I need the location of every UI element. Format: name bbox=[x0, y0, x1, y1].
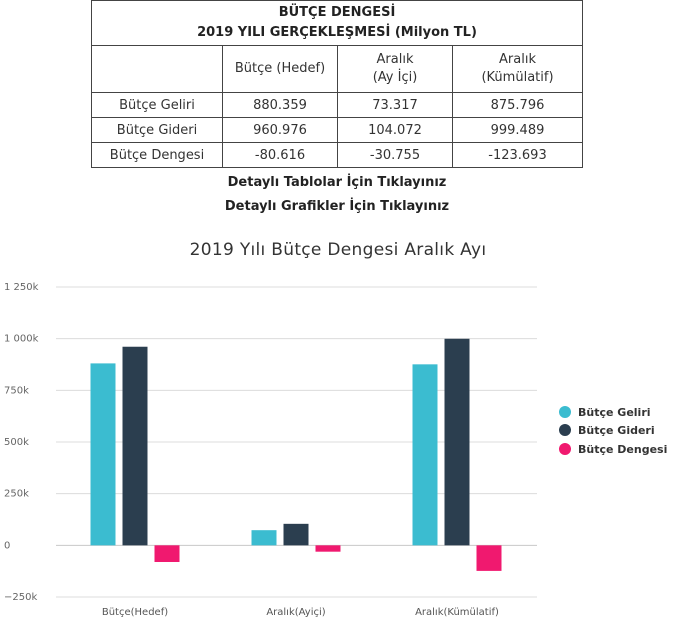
table-cell: 73.317 bbox=[337, 92, 453, 118]
bar-bütçe-dengesi[interactable] bbox=[476, 545, 502, 571]
header-subtext: (Kümülatif) bbox=[481, 70, 554, 85]
bar-bütçe-geliri[interactable] bbox=[412, 364, 438, 546]
chart-title: 2019 Yılı Bütçe Dengesi Aralık Ayı bbox=[189, 240, 487, 260]
header-empty-cell bbox=[91, 45, 223, 93]
bar-bütçe-dengesi[interactable] bbox=[315, 545, 341, 552]
detailed-tables-link[interactable]: Detaylı Tablolar İçin Tıklayınız bbox=[227, 175, 447, 190]
legend[interactable]: Bütçe Geliri Bütçe Gideri Bütçe Dengesi bbox=[559, 406, 667, 456]
table-cell: -80.616 bbox=[222, 142, 338, 168]
budget-table: BÜTÇE DENGESİ 2019 YILI GERÇEKLEŞMESİ (M… bbox=[91, 0, 583, 168]
table-title: BÜTÇE DENGESİ 2019 YILI GERÇEKLEŞMESİ (M… bbox=[91, 0, 583, 46]
legend-marker bbox=[559, 443, 571, 455]
row-label: Bütçe Gideri bbox=[91, 117, 223, 143]
header-text: Bütçe (Hedef) bbox=[234, 61, 326, 76]
bar-bütçe-dengesi[interactable] bbox=[154, 545, 180, 562]
bar-bütçe-geliri[interactable] bbox=[90, 363, 116, 546]
legend-label[interactable]: Bütçe Gideri bbox=[578, 424, 655, 437]
table-cell: -30.755 bbox=[337, 142, 453, 168]
header-cell-ayici: Aralık (Ay İçi) bbox=[337, 45, 453, 93]
row-label: Bütçe Geliri bbox=[91, 92, 223, 118]
table-header-row: Bütçe (Hedef) Aralık (Ay İçi) Aralık (Kü… bbox=[91, 45, 583, 93]
header-text: Aralık bbox=[499, 52, 536, 67]
legend-marker bbox=[559, 406, 571, 418]
bar-bütçe-gideri[interactable] bbox=[444, 338, 470, 546]
y-tick-label: 1 250k bbox=[4, 282, 39, 293]
table-row: Bütçe Dengesi -80.616 -30.755 -123.693 bbox=[91, 142, 583, 168]
x-category-label: Bütçe(Hedef) bbox=[102, 607, 168, 618]
y-tick-label: 750k bbox=[4, 385, 29, 396]
row-label: Bütçe Dengesi bbox=[91, 142, 223, 168]
table-title-line1: BÜTÇE DENGESİ bbox=[278, 5, 396, 20]
bar-bütçe-gideri[interactable] bbox=[283, 523, 309, 546]
legend-label[interactable]: Bütçe Geliri bbox=[578, 406, 651, 419]
y-tick-label: 1 000k bbox=[4, 334, 39, 345]
table-row: Bütçe Geliri 880.359 73.317 875.796 bbox=[91, 92, 583, 118]
y-tick-label: −250k bbox=[4, 592, 37, 603]
category-labels: Bütçe(Hedef) Aralık(Ayiçi) Aralık(Kümülati… bbox=[102, 607, 499, 618]
detailed-graphs-link[interactable]: Detaylı Grafikler İçin Tıklayınız bbox=[224, 199, 450, 214]
header-text: Aralık bbox=[376, 52, 414, 67]
y-tick-label: 500k bbox=[4, 437, 29, 448]
legend-marker bbox=[559, 424, 571, 436]
bar-bütçe-geliri[interactable] bbox=[251, 530, 277, 546]
y-tick-label: 0 bbox=[4, 540, 10, 551]
bars bbox=[90, 338, 502, 571]
table-title-line2: 2019 YILI GERÇEKLEŞMESİ (Milyon TL) bbox=[197, 25, 477, 40]
x-category-label: Aralık(Ayiçi) bbox=[266, 607, 325, 618]
x-category-label: Aralık(Kümülatif) bbox=[415, 607, 499, 618]
table-cell: 999.489 bbox=[452, 117, 583, 143]
y-tick-label: 250k bbox=[4, 489, 29, 500]
bar-bütçe-gideri[interactable] bbox=[122, 346, 148, 546]
header-subtext: (Ay İçi) bbox=[372, 70, 418, 85]
table-cell: 880.359 bbox=[222, 92, 338, 118]
header-cell-kumulatif: Aralık (Kümülatif) bbox=[452, 45, 583, 93]
table-cell: -123.693 bbox=[452, 142, 583, 168]
budget-table-container: BÜTÇE DENGESİ 2019 YILI GERÇEKLEŞMESİ (M… bbox=[91, 0, 583, 168]
legend-label[interactable]: Bütçe Dengesi bbox=[578, 443, 667, 456]
